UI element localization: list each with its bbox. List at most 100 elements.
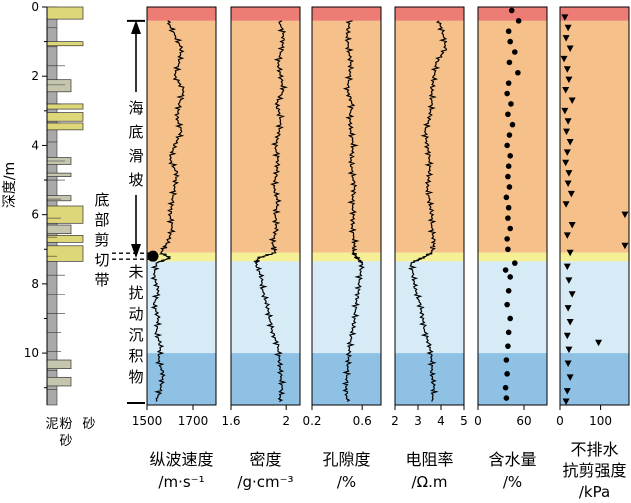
data-point [505,215,511,221]
lith-bed-sand [46,122,84,131]
data-point [565,170,573,177]
zone-label-undisturbed: 扰 [128,284,143,302]
zone-shear [231,252,300,262]
arrow-down-icon [131,244,141,258]
data-point [566,374,574,381]
panel-unit: /m·s⁻¹ [158,473,204,491]
zone-undisturbed-upper [395,261,464,354]
panel-frame [311,6,382,406]
data-point [563,263,571,271]
data-point [504,142,510,149]
x-tick-label: 0 [474,414,482,428]
panel-porosity: 0.2 0.6 孔隙度 /% [302,6,382,491]
data-point [505,28,512,35]
data-point [564,24,572,32]
zone-label-shear: 底 [94,191,109,209]
series-line-porosity [341,20,365,403]
panel-unit: /g·cm⁻³ [237,473,293,491]
depth-tick-label: 10 [24,346,39,360]
data-point [621,211,629,219]
data-point [504,236,510,242]
data-point [505,80,512,86]
lith-bed-silt [46,359,72,370]
data-point [506,59,513,66]
lith-bed-silt [46,224,72,235]
zone-slide [478,20,547,253]
lith-bed-sand [46,6,84,20]
zone-label-slide: 滑 [128,147,143,165]
data-point [507,153,513,159]
data-point [505,204,512,211]
arrow-up-icon [131,20,141,34]
panel-label: 纵波速度 [149,450,213,469]
lith-legend-silt-1: 粉 [59,417,72,432]
zone-undisturbed-lower [560,353,629,405]
lith-bed-silt [46,195,72,202]
panel-label: 含水量 [488,450,536,469]
zone-label-undisturbed: 沉 [128,326,143,344]
panel-unit: /kPa [579,483,610,501]
panel-frame [146,6,217,406]
data-point [507,38,513,45]
data-point [512,260,518,266]
panel-label-2: 抗剪强度 [562,461,626,480]
x-tick-label: 1.6 [221,414,240,428]
shear-marker [147,250,159,262]
panel-water-content: 0 60 含水量 /% [474,6,548,491]
zone-undisturbed-upper [312,261,381,354]
data-point [562,128,570,136]
x-tick-label: 0.2 [302,414,321,428]
zone-label-shear: 切 [94,251,109,269]
data-point [595,339,603,347]
data-point [505,246,511,253]
lith-bed-sand [46,103,84,110]
zone-slide [312,20,381,253]
x-tick-label: 4 [437,414,445,428]
zone-slide [231,20,300,253]
panel-unit: /Ω.m [412,473,448,491]
data-point [502,384,509,391]
data-point [562,35,570,42]
depth-tick-label: 6 [31,208,39,222]
panel-p-wave-velocity: 1500 1700 纵波速度/m·s⁻¹ [132,6,217,491]
data-point [508,101,514,107]
depth-axis-label: 深度/m [2,162,18,208]
zone-undisturbed-lower [395,353,464,405]
zone-shear [147,252,216,262]
zone-undisturbed-upper [147,261,216,354]
series-line-resistivity [407,20,448,402]
lith-bed-sand [46,205,84,224]
panel-unit: /% [503,473,522,491]
zone-undisturbed-lower [478,353,547,405]
data-point [512,49,518,55]
data-point [566,249,574,257]
zone-top [395,7,464,21]
data-point [508,7,515,14]
zone-label-undisturbed: 物 [128,368,143,386]
panel-label: 电阻率 [405,450,453,469]
data-point [563,232,571,239]
zone-label-slide: 坡 [128,171,143,189]
data-point [502,267,509,273]
log-panels: 1500 1700 纵波速度/m·s⁻¹ 1.6 2 密度/g·cm⁻³ 0.2 0.6 孔隙度… [132,6,630,501]
data-point [561,14,569,21]
data-point [563,332,571,340]
zone-top [560,7,629,21]
data-point [509,121,516,128]
zone-undisturbed-upper [478,261,547,354]
data-point [564,118,572,125]
zone-top [147,7,216,21]
data-point [504,371,510,377]
panel-unit: /% [337,473,356,491]
data-point [564,305,572,312]
data-point [564,180,572,188]
x-tick-label: 5 [460,414,468,428]
lith-bed-sand [46,41,84,47]
zone-label-shear: 剪 [94,231,109,249]
series-line-p-wave-velocity [150,20,185,402]
data-point [503,395,510,401]
x-tick-label: 0.6 [353,414,372,428]
data-point [507,274,513,280]
